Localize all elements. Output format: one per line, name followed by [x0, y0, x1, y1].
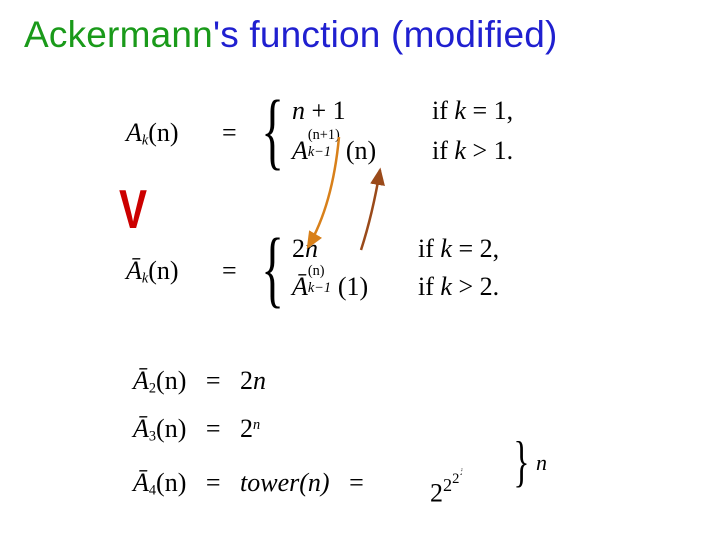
vee-mark: V — [119, 179, 147, 241]
eq5-tower: 222···2 — [430, 468, 461, 508]
title-word-1: Ackermann — [24, 14, 213, 55]
eq4: Ā3(n) = 2n — [133, 414, 260, 446]
eq2-case2-cond: if k > 2. — [418, 272, 499, 302]
eq2-case1-expr: 2n — [292, 234, 318, 264]
title-word-2: 's function (modified) — [213, 14, 558, 55]
eq5-lhs: Ā4(n) = tower(n) = — [133, 468, 377, 500]
slide: Ackermann's function (modified) V Ak(n) … — [0, 0, 720, 540]
eq2-lhs: Āk(n) — [126, 256, 179, 288]
eq1-lhs: Ak(n) — [126, 118, 179, 150]
eq2-case1-cond: if k = 2, — [418, 234, 499, 264]
eq1-case2-expr: A(n+1)k−1(n) — [292, 136, 376, 166]
eq1-case1-cond: if k = 1, — [432, 96, 513, 126]
eq1-case2-cond: if k > 1. — [432, 136, 513, 166]
arrow-brown — [361, 170, 380, 250]
eq2-case2-expr: Ā(n)k−1(1) — [292, 272, 368, 302]
eq1-case1-expr: n + 1 — [292, 96, 346, 126]
arrows-svg — [0, 0, 720, 540]
eq2-eq: = — [222, 256, 237, 286]
eq1-eq: = — [222, 118, 237, 148]
eq5-n: n — [536, 450, 547, 476]
eq3: Ā2(n) = 2n — [133, 366, 266, 398]
slide-title: Ackermann's function (modified) — [24, 14, 558, 56]
